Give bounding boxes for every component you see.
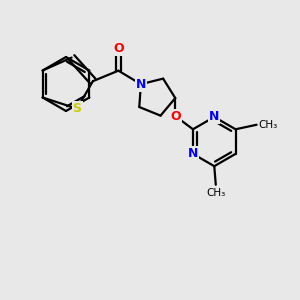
Text: N: N <box>209 110 220 124</box>
Text: CH₃: CH₃ <box>206 188 225 198</box>
Text: N: N <box>188 147 198 161</box>
Text: N: N <box>136 78 146 91</box>
Text: O: O <box>113 42 124 55</box>
Text: CH₃: CH₃ <box>258 120 277 130</box>
Text: O: O <box>170 110 181 123</box>
Text: S: S <box>73 102 82 115</box>
